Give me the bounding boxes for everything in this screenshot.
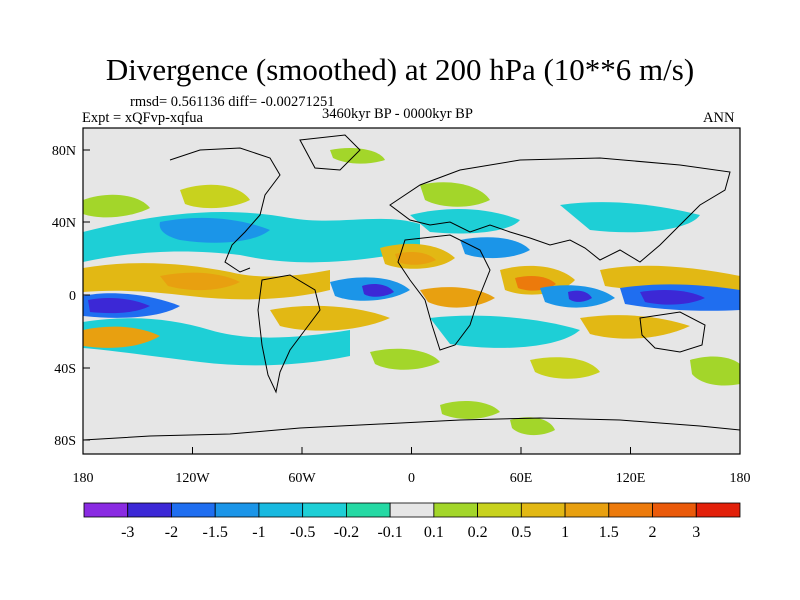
coastlines [83, 134, 740, 441]
colorbar-swatch [302, 502, 347, 518]
contour-band [362, 284, 394, 297]
y-axis [83, 149, 90, 441]
contour-band [430, 315, 580, 348]
contour-band [159, 217, 270, 243]
colorbar-swatch [171, 502, 216, 518]
x-tick-label: 120W [175, 471, 210, 486]
colorbar-label: -3 [121, 524, 134, 541]
colorbar-swatch [433, 502, 479, 518]
x-tick-label: 0 [408, 471, 415, 486]
x-tick-label: 180 [73, 471, 94, 486]
contour-band [370, 348, 440, 370]
contour-band [88, 298, 150, 314]
contour-band [568, 290, 592, 302]
coastline-antarctica [83, 417, 740, 441]
contour-band [690, 356, 740, 386]
coastline-south-america [257, 274, 321, 394]
colorbar-swatch [345, 502, 391, 518]
x-axis [82, 447, 741, 454]
contour-band [83, 326, 160, 348]
colorbar-label: -0.5 [290, 524, 315, 541]
colorbar-label: -1 [252, 524, 265, 541]
colorbar-label: -0.1 [377, 524, 402, 541]
contour-band [410, 208, 520, 234]
coastline-greenland [299, 134, 361, 171]
colorbar-swatch [258, 502, 304, 518]
colorbar: -3 -2 -1.5 -1 -0.5 -0.2 -0.1 0.1 0.2 0.5 1 1.5 2 3 [83, 502, 741, 541]
colorbar-label: 2 [649, 524, 657, 541]
coastline-africa [397, 234, 491, 351]
x-tick-label: 120E [616, 471, 646, 486]
colorbar-swatch [214, 502, 260, 518]
stats-line: rmsd= 0.561136 diff= -0.00271251 [130, 94, 335, 110]
contour-band [160, 272, 240, 291]
y-tick-label: 80N [52, 144, 76, 159]
colorbar-swatch [477, 502, 522, 518]
colorbar-label: 1.5 [599, 524, 619, 541]
colorbar-label: 0.2 [468, 524, 488, 541]
colorbar-swatch [652, 502, 697, 518]
x-tick-label: 60E [510, 471, 533, 486]
contour-band [440, 400, 500, 419]
colorbar-label: -1.5 [203, 524, 228, 541]
contour-band [395, 252, 436, 265]
contour-band [180, 184, 250, 209]
colorbar-label: 3 [692, 524, 700, 541]
contour-band [460, 237, 530, 259]
contour-band [600, 265, 740, 291]
colorbar-swatch [564, 502, 610, 518]
contour-band [530, 357, 600, 379]
colorbar-swatch [695, 502, 741, 518]
contour-band [640, 290, 705, 305]
y-tick-label: 40N [52, 216, 76, 231]
x-tick-label: 180 [730, 471, 751, 486]
contour-band [510, 417, 555, 436]
coastline-eurasia [389, 157, 731, 263]
map-title: Divergence (smoothed) at 200 hPa (10**6 … [105, 52, 695, 87]
season-label: ANN [703, 110, 735, 126]
contour-band [330, 148, 385, 164]
y-tick-label: 0 [69, 289, 76, 304]
contour-band [83, 318, 350, 366]
contour-fields [83, 148, 740, 436]
contour-band [420, 287, 495, 308]
coastline-australia [639, 311, 706, 353]
y-tick-label: 40S [54, 362, 76, 377]
experiment-label: Expt = xQFvp-xqfua [82, 110, 203, 126]
colorbar-label: 0.1 [424, 524, 444, 541]
x-tick-label: 60W [288, 471, 316, 486]
colorbar-label: -2 [165, 524, 178, 541]
period-label: 3460kyr BP - 0000kyr BP [322, 106, 473, 122]
contour-band [560, 202, 700, 233]
colorbar-swatch [83, 502, 129, 518]
contour-band [420, 182, 490, 207]
colorbar-swatch [127, 502, 172, 518]
colorbar-swatch [389, 502, 435, 518]
contour-band [270, 305, 390, 331]
y-tick-label: 80S [54, 434, 76, 449]
coastline-north-america [169, 147, 281, 273]
colorbar-swatch [520, 502, 566, 518]
colorbar-label: 1 [561, 524, 569, 541]
colorbar-label: 0.5 [511, 524, 531, 541]
contour-band [83, 194, 150, 218]
contour-band [515, 276, 556, 291]
contour-band [580, 315, 690, 339]
colorbar-swatch [608, 502, 653, 518]
colorbar-label: -0.2 [334, 524, 359, 541]
